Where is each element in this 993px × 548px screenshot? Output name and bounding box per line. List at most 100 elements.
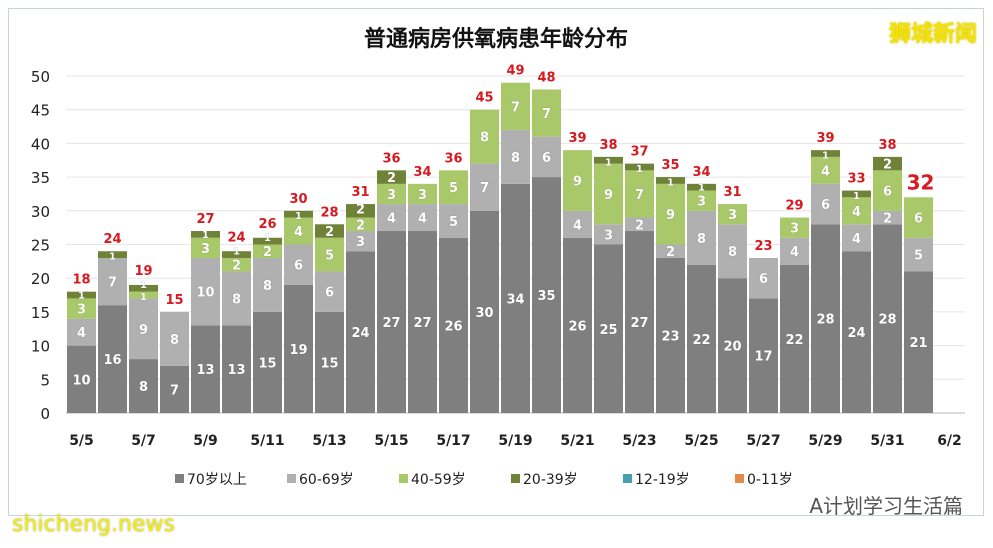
total-label: 26 (258, 217, 276, 232)
data-label: 6 (883, 185, 892, 200)
bar-segment (129, 298, 158, 360)
bar-segment (253, 237, 282, 245)
data-label: 5 (449, 181, 458, 196)
bar-segment (470, 210, 499, 413)
watermark-logo: 狮城新闻 (888, 22, 977, 47)
data-label: 4 (852, 205, 861, 220)
data-label: 1 (140, 292, 147, 303)
data-label: 24 (351, 326, 369, 341)
bar-segment (129, 284, 158, 292)
total-label: 31 (723, 185, 741, 200)
data-label: 26 (444, 319, 462, 334)
data-label: 1 (109, 252, 116, 263)
data-label: 7 (480, 181, 489, 196)
data-label: 1 (202, 230, 209, 241)
total-label: 39 (568, 131, 586, 146)
data-label: 9 (604, 188, 613, 203)
legend-swatch (287, 474, 296, 483)
data-label: 4 (821, 164, 830, 179)
data-label: 25 (599, 323, 617, 338)
y-tick-label: 40 (31, 135, 50, 153)
data-label: 1 (822, 151, 829, 162)
data-label: 27 (630, 316, 648, 331)
bar-segment (377, 183, 406, 205)
bar-segments (67, 82, 933, 413)
total-label: 19 (134, 264, 152, 279)
data-label: 5 (914, 249, 923, 264)
bar-segment (656, 183, 685, 245)
bar-segment (718, 224, 747, 279)
total-label: 18 (72, 273, 90, 288)
data-label: 3 (790, 222, 799, 237)
data-label: 1 (264, 233, 271, 244)
bar-segment (284, 244, 313, 285)
data-label: 2 (356, 202, 365, 217)
data-label: 2 (387, 171, 396, 186)
legend-label: 0-11岁 (747, 472, 793, 488)
data-label: 9 (666, 208, 675, 223)
bar-segment (873, 156, 902, 171)
bar-segment (873, 210, 902, 225)
bar-segment (284, 210, 313, 218)
data-label: 3 (418, 188, 427, 203)
data-label: 28 (878, 313, 896, 328)
x-tick-label: 5/13 (312, 433, 346, 449)
data-label: 22 (785, 333, 803, 348)
bar-segment (687, 183, 716, 191)
x-tick-label: 5/21 (560, 433, 594, 449)
bar-segment (811, 224, 840, 413)
bar-segment (408, 183, 437, 205)
data-label: 1 (605, 157, 612, 168)
bar-segment (346, 231, 375, 252)
y-tick-label: 35 (31, 169, 50, 187)
x-tick-label: 5/15 (374, 433, 408, 449)
legend-label: 20-39岁 (523, 472, 578, 488)
legend-label: 60-69岁 (299, 472, 354, 488)
data-label: 1 (667, 177, 674, 188)
legend-label: 40-59岁 (411, 472, 466, 488)
total-label: 37 (630, 145, 648, 160)
data-label: 10 (72, 373, 90, 388)
total-label: 36 (382, 151, 400, 166)
bar-segment (129, 291, 158, 299)
data-label: 1 (698, 183, 705, 194)
y-tick-label: 45 (31, 102, 50, 120)
bar-segment (67, 318, 96, 346)
x-tick-label: 5/29 (808, 433, 842, 449)
data-label: 13 (227, 363, 245, 378)
bar-segment (718, 204, 747, 225)
bar-segment (253, 257, 282, 312)
total-label: 23 (754, 239, 772, 254)
bar-segment (687, 210, 716, 265)
total-label: 29 (785, 199, 803, 214)
bar-segment (98, 251, 127, 258)
legend-swatch (399, 474, 408, 483)
bar-segment (222, 257, 251, 272)
y-tick-label: 15 (31, 304, 50, 322)
data-label: 8 (480, 131, 489, 146)
total-label: 24 (227, 231, 245, 246)
data-label: 3 (387, 188, 396, 203)
watermark-account: A计划学习生活篇 (809, 494, 963, 518)
bar-segment (439, 237, 468, 413)
data-label: 9 (573, 174, 582, 189)
bar-segment (284, 217, 313, 245)
bar-segment (377, 231, 406, 413)
bar-segment (811, 156, 840, 184)
total-label: 30 (289, 192, 307, 207)
data-label: 6 (759, 272, 768, 287)
bar-segment (625, 170, 654, 218)
bar-segment (532, 177, 561, 413)
data-label: 2 (232, 259, 241, 274)
bar-segment (687, 190, 716, 211)
data-label: 2 (883, 158, 892, 173)
x-tick-label: 5/19 (498, 433, 532, 449)
bar-segment (408, 204, 437, 232)
bar-segment (656, 244, 685, 258)
data-label: 8 (263, 279, 272, 294)
bar-segment (656, 177, 685, 184)
bar-segment (594, 224, 623, 245)
bar-segment (160, 311, 189, 366)
bar-segment (687, 264, 716, 413)
total-label: 36 (444, 151, 462, 166)
